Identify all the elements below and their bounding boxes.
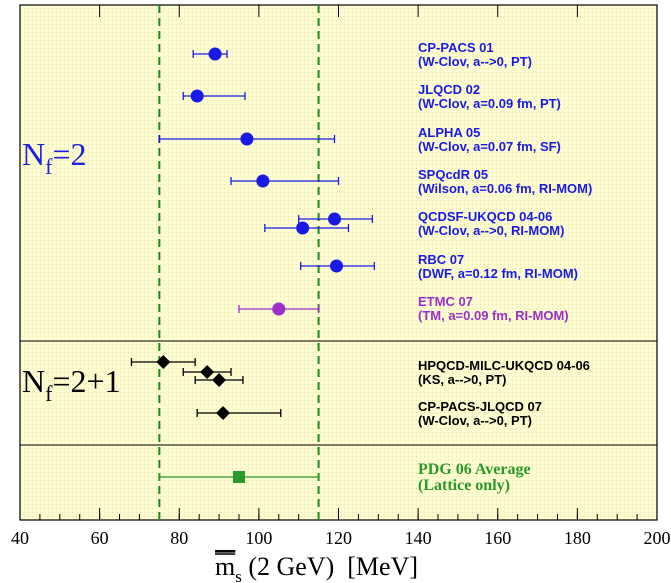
x-tick-label: 100: [245, 528, 272, 548]
x-tick-label: 60: [91, 528, 109, 548]
x-label-main: m: [215, 552, 235, 581]
series-detail: (W-Clov, a-->0, RI-MOM): [418, 223, 564, 238]
marker: [240, 132, 254, 146]
x-label-sub: s: [235, 567, 242, 583]
series-name: JLQCD 02: [418, 82, 480, 97]
marker: [328, 212, 342, 226]
series-detail: (Lattice only): [418, 477, 510, 494]
series-detail: (W-Clov, a-->0, PT): [418, 413, 532, 428]
series-name: ETMC 07: [418, 294, 473, 309]
group-label-main: N: [22, 136, 45, 172]
x-axis-label: ms (2 GeV) [MeV]: [215, 552, 418, 583]
series-name: RBC 07: [418, 252, 464, 267]
series-name: HPQCD-MILC-UKQCD 04-06: [418, 358, 590, 373]
series-detail: (DWF, a=0.12 fm, RI-MOM): [418, 266, 578, 281]
marker: [156, 355, 171, 369]
marker: [208, 47, 222, 61]
series-name: QCDSF-UKQCD 04-06: [418, 209, 552, 224]
series-name: CP-PACS 01: [418, 40, 494, 55]
x-tick-label: 180: [564, 528, 591, 548]
marker: [212, 373, 227, 387]
marker: [216, 406, 231, 420]
group-label: Nf=2: [22, 136, 86, 179]
series-name: SPQcdR 05: [418, 167, 488, 182]
x-tick-label: 120: [325, 528, 352, 548]
x-tick-label: 160: [484, 528, 511, 548]
series-detail: (W-Clov, a-->0, PT): [418, 54, 532, 69]
group-label-sub: f: [45, 381, 53, 406]
series-detail: (TM, a=0.09 fm, RI-MOM): [418, 308, 569, 323]
series-name: ALPHA 05: [418, 125, 480, 140]
group-label-suffix: =2+1: [52, 363, 120, 399]
marker: [256, 174, 270, 188]
x-tick-label: 140: [405, 528, 432, 548]
series-detail: (Wilson, a=0.06 fm, RI-MOM): [418, 181, 592, 196]
x-label-rest: (2 GeV) [MeV]: [242, 552, 418, 581]
group-label: Nf=2+1: [22, 363, 121, 406]
series-detail: (W-Clov, a=0.07 fm, SF): [418, 139, 561, 154]
marker: [190, 89, 204, 103]
series-detail: (KS, a-->0, PT): [418, 372, 507, 387]
x-tick-label: 200: [644, 528, 671, 548]
marker: [296, 221, 310, 235]
group-label-main: N: [22, 363, 45, 399]
series-name: PDG 06 Average: [418, 461, 531, 478]
series-name: CP-PACS-JLQCD 07: [418, 399, 542, 414]
group-label-suffix: =2: [52, 136, 86, 172]
x-tick-label: 40: [11, 528, 29, 548]
marker: [330, 259, 344, 273]
group-label-sub: f: [45, 154, 53, 179]
marker: [232, 471, 245, 483]
x-tick-label: 80: [170, 528, 188, 548]
marker: [200, 365, 215, 379]
series-detail: (W-Clov, a=0.09 fm, PT): [418, 96, 561, 111]
marker: [272, 302, 286, 316]
